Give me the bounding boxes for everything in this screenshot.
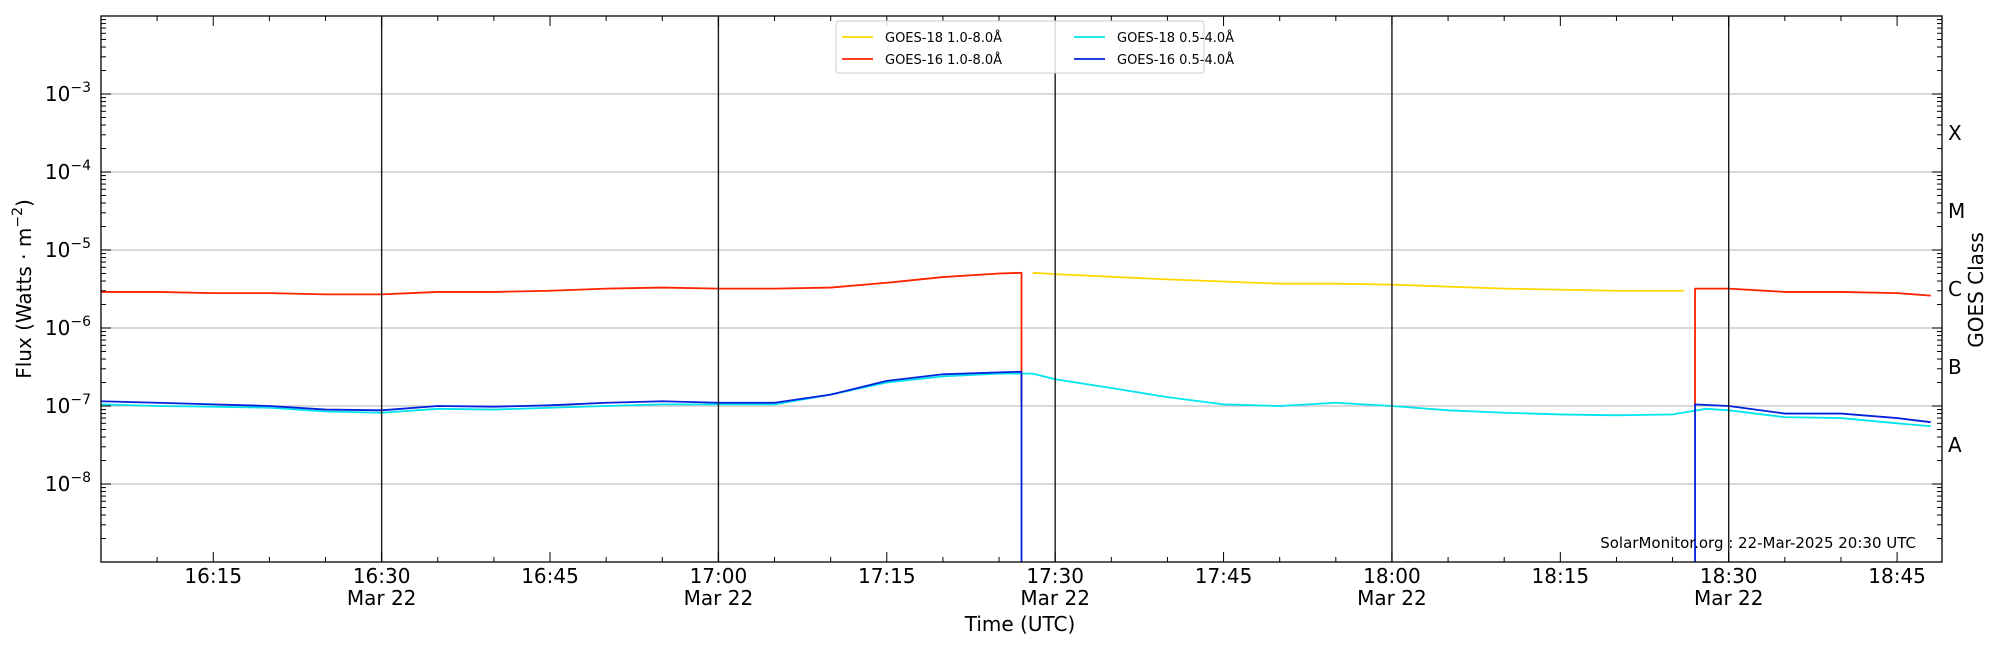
goes-class-axis-title: GOES Class (1964, 232, 1988, 348)
legend-entry-label: GOES-18 0.5-4.0Å (1117, 30, 1234, 46)
x-axis-title: Time (UTC) (964, 612, 1076, 636)
x-tick-label: 16:15 (184, 564, 242, 588)
y-tick-label: 10−8 (45, 470, 91, 496)
legend: GOES-18 1.0-8.0Å GOES-16 1.0-8.0Å GOES-18 … (835, 20, 1234, 74)
y-tick-label-base: 10 (45, 472, 70, 496)
y-tick-label: 10−3 (45, 80, 91, 106)
y-tick-label: 10−4 (45, 158, 91, 184)
legend-entry-label: GOES-16 1.0-8.0Å (885, 52, 1002, 68)
x-tick-label: 17:15 (858, 564, 916, 588)
y-tick-label-base: 10 (45, 82, 70, 106)
x-tick-date-label: Mar 22 (1694, 586, 1764, 610)
y-axis-title-exponent: −2 (10, 207, 26, 228)
x-tick-date-label: Mar 22 (1020, 586, 1090, 610)
y-tick-label: 10−6 (45, 314, 91, 340)
y-tick-label-exponent: −6 (70, 314, 91, 330)
axis-ticks (100, 16, 1942, 563)
plot-frame (100, 15, 1943, 563)
y-tick-label-base: 10 (45, 238, 70, 262)
goes-class-label: X (1948, 121, 1962, 145)
y-tick-label-base: 10 (45, 316, 70, 340)
x-tick-label: 18:30 (1700, 564, 1758, 588)
goes-class-label: A (1948, 433, 1962, 457)
y-tick-label-exponent: −8 (70, 470, 91, 486)
y-tick-label-exponent: −5 (70, 236, 91, 252)
credit-annotation: SolarMonitor.org : 22-Mar-2025 20:30 UTC (1600, 534, 1916, 552)
x-tick-date-label: Mar 22 (684, 586, 754, 610)
x-tick-label: 18:45 (1868, 564, 1926, 588)
legend-entry-label: GOES-16 0.5-4.0Å (1117, 52, 1234, 68)
x-tick-label: 18:15 (1532, 564, 1590, 588)
x-tick-label: 16:30 (353, 564, 411, 588)
goes-class-label: C (1948, 277, 1962, 301)
x-tick-date-label: Mar 22 (1357, 586, 1427, 610)
x-tick-label: 16:45 (521, 564, 579, 588)
y-axis-title: Flux (Watts · m−2) (10, 199, 36, 379)
x-tick-label: 18:00 (1363, 564, 1421, 588)
y-axis-title-close: ) (12, 199, 36, 207)
y-axis-title-main: Flux (Watts · m (12, 228, 36, 379)
legend-box (835, 20, 1205, 74)
series-line-1 (1032, 271, 1684, 292)
y-tick-label-exponent: −4 (70, 158, 91, 174)
y-tick-label-base: 10 (45, 160, 70, 184)
series-lines (100, 271, 1931, 562)
y-tick-label: 10−7 (45, 392, 91, 418)
y-tick-label-exponent: −3 (70, 80, 91, 96)
plot-border (100, 15, 1943, 563)
series-line-2 (101, 271, 1931, 406)
x-tick-label: 17:00 (690, 564, 748, 588)
legend-entry-label: GOES-18 1.0-8.0Å (885, 30, 1002, 46)
goes-class-label: B (1948, 355, 1962, 379)
y-tick-label: 10−5 (45, 236, 91, 262)
series-line-3 (100, 372, 1931, 428)
y-tick-label-base: 10 (45, 394, 70, 418)
series-line-4 (100, 370, 1931, 562)
x-tick-date-label: Mar 22 (347, 586, 417, 610)
x-tick-label: 17:30 (1026, 564, 1084, 588)
y-tick-label-exponent: −7 (70, 392, 91, 408)
goes-class-label: M (1948, 199, 1965, 223)
x-tick-label: 17:45 (1195, 564, 1253, 588)
